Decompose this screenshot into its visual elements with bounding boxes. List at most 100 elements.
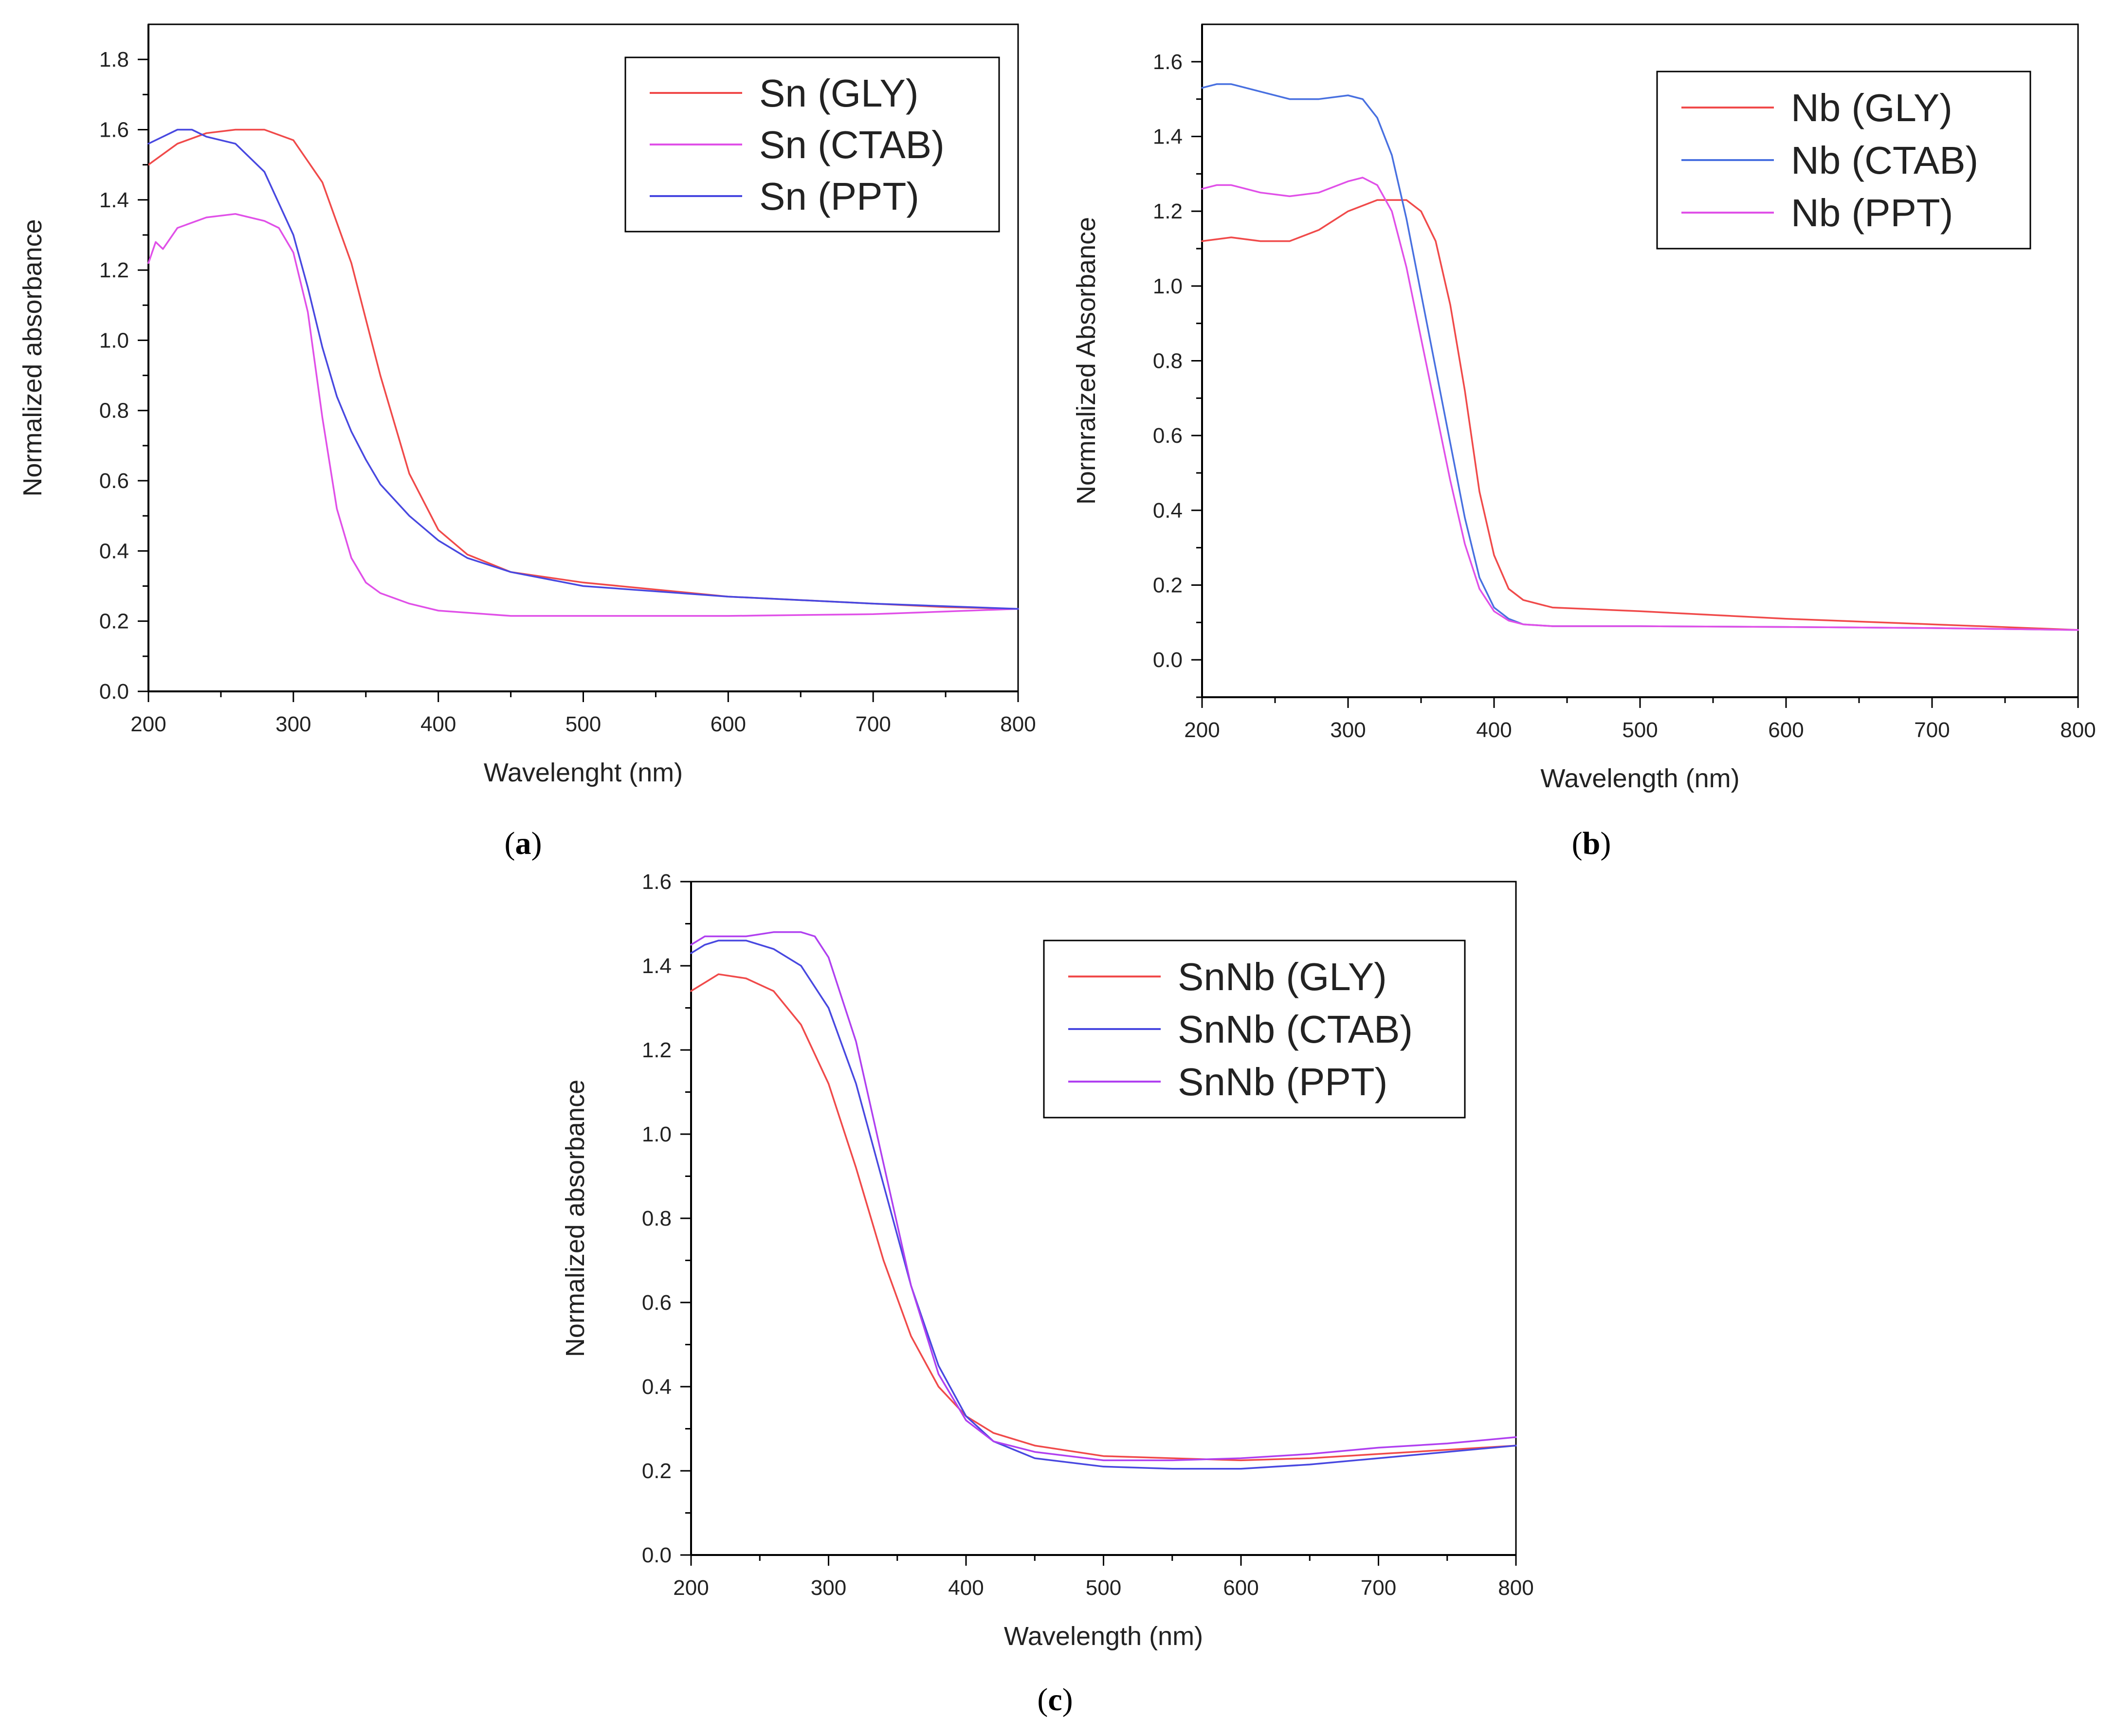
panel-b-x-tick-label: 200 — [1184, 718, 1220, 742]
panel-a-x-tick-label: 200 — [130, 712, 166, 736]
panel-b-y-tick-label: 1.0 — [1153, 274, 1183, 298]
panel-c-x-tick-label: 800 — [1498, 1576, 1533, 1600]
panel-a-y-tick-label: 0.0 — [99, 680, 129, 704]
panel-a-x-axis-title: Wavelenght (nm) — [484, 758, 683, 787]
panel-a-legend-label: Sn (PPT) — [759, 175, 919, 218]
panel-c-series-line-3 — [690, 931, 1517, 1462]
panel-b-legend: Nb (GLY) Nb (CTAB) Nb (PPT) — [1656, 71, 2031, 250]
panel-c-y-tick-label: 1.0 — [642, 1122, 672, 1146]
panel-c-label-letter: c — [1048, 1682, 1062, 1718]
panel-a-y-axis-title: Normalized absorbance — [18, 219, 47, 496]
panel-a-x-ticks: 200 300 400 500 600 700 800 — [130, 691, 1036, 736]
panel-a-x-tick-label: 700 — [855, 712, 891, 736]
panel-a-legend: Sn (GLY) Sn (CTAB) Sn (PPT) — [624, 56, 1000, 233]
panel-c-x-tick-label: 200 — [673, 1576, 709, 1600]
panel-c: 200 300 400 500 600 700 800 0.0 0.2 0.4 0.6 0.8 1.0… — [561, 870, 1534, 1718]
panel-a-label-open: ( — [505, 826, 515, 861]
panel-b-y-tick-label: 0.6 — [1153, 424, 1183, 448]
panel-a: 200 300 400 500 600 700 800 0.0 0.2 0.4 0.6 0.8 1.0… — [18, 23, 1036, 861]
panel-c-x-tick-label: 400 — [948, 1576, 984, 1600]
panel-c-x-tick-label: 700 — [1361, 1576, 1396, 1600]
panel-b-y-tick-label: 0.0 — [1153, 648, 1183, 672]
panel-b-x-tick-label: 800 — [2060, 718, 2096, 742]
panel-a-series-line-3 — [147, 128, 1019, 610]
panel-a-y-tick-label: 0.6 — [99, 469, 129, 493]
panel-b-y-tick-label: 1.2 — [1153, 199, 1183, 223]
panel-b-series-line-3 — [1201, 177, 2079, 631]
panel-b-x-ticks: 200 300 400 500 600 700 800 — [1184, 697, 2096, 742]
panel-c-y-tick-label: 1.4 — [642, 954, 672, 978]
panel-c-legend: SnNb (GLY) SnNb (CTAB) SnNb (PPT) — [1043, 940, 1466, 1119]
panel-b-legend-label: Nb (PPT) — [1791, 191, 1953, 235]
panel-c-series — [690, 931, 1517, 1470]
panel-c-x-tick-label: 500 — [1086, 1576, 1121, 1600]
panel-b-y-ticks: 0.0 0.2 0.4 0.6 0.8 1.0 1.2 1.4 1.6 — [1153, 50, 1202, 698]
panel-a-y-tick-label: 0.2 — [99, 610, 129, 633]
panel-b-legend-label: Nb (GLY) — [1791, 86, 1952, 129]
panel-b-y-tick-label: 0.2 — [1153, 574, 1183, 597]
panel-a-y-tick-label: 1.6 — [99, 118, 129, 142]
panel-b-label-open: ( — [1572, 826, 1583, 861]
panel-a-y-ticks: 0.0 0.2 0.4 0.6 0.8 1.0 1.2 1.4 1.6 1.8 — [99, 48, 148, 704]
panel-b-y-tick-label: 0.4 — [1153, 499, 1183, 523]
panel-c-x-tick-label: 600 — [1223, 1576, 1259, 1600]
panel-b-y-tick-label: 0.8 — [1153, 349, 1183, 373]
panel-c-label-close: ) — [1062, 1682, 1073, 1718]
panel-b-y-axis-title: Normralized Absorbance — [1072, 217, 1101, 505]
panel-a-label-close: ) — [531, 826, 542, 861]
panel-b-series — [1201, 83, 2079, 631]
panel-a-label-letter: a — [515, 826, 531, 861]
panel-c-y-tick-label: 0.0 — [642, 1543, 672, 1567]
panel-c-label: (c) — [1037, 1682, 1073, 1718]
panel-c-y-ticks: 0.0 0.2 0.4 0.6 0.8 1.0 1.2 1.4 1.6 — [642, 870, 691, 1567]
panel-b-y-tick-label: 1.6 — [1153, 50, 1183, 74]
panel-c-x-tick-label: 300 — [811, 1576, 846, 1600]
panel-a-y-tick-label: 1.0 — [99, 328, 129, 352]
panel-c-x-axis-title: Wavelength (nm) — [1004, 1622, 1203, 1651]
panel-b: 200 300 400 500 600 700 800 0.0 0.2 0.4 0.6 0.8 1.0… — [1072, 23, 2096, 861]
panel-a-x-tick-label: 300 — [275, 712, 311, 736]
panel-a-y-tick-label: 0.4 — [99, 539, 129, 563]
panel-b-x-tick-label: 600 — [1768, 718, 1804, 742]
panel-c-y-tick-label: 0.2 — [642, 1459, 672, 1483]
panel-c-legend-label: SnNb (CTAB) — [1178, 1008, 1413, 1051]
panel-a-y-tick-label: 1.4 — [99, 188, 129, 212]
panel-a-y-tick-label: 1.2 — [99, 258, 129, 282]
panel-c-x-ticks: 200 300 400 500 600 700 800 — [673, 1555, 1534, 1600]
panel-b-series-line-1 — [1201, 199, 2079, 631]
panel-c-y-tick-label: 0.6 — [642, 1291, 672, 1315]
panel-b-label-letter: b — [1583, 826, 1601, 861]
panel-c-legend-label: SnNb (PPT) — [1178, 1060, 1387, 1103]
panel-c-series-line-2 — [690, 940, 1517, 1470]
panel-b-x-tick-label: 300 — [1330, 718, 1366, 742]
panel-b-legend-label: Nb (CTAB) — [1791, 139, 1978, 182]
panel-c-series-line-1 — [690, 973, 1517, 1462]
panel-a-legend-label: Sn (CTAB) — [759, 123, 945, 166]
panel-b-label-close: ) — [1600, 826, 1611, 861]
panel-a-y-tick-label: 1.8 — [99, 48, 129, 72]
panel-a-series — [147, 128, 1019, 617]
panel-c-label-open: ( — [1037, 1682, 1048, 1718]
panel-b-x-tick-label: 500 — [1622, 718, 1658, 742]
panel-b-x-tick-label: 400 — [1476, 718, 1512, 742]
panel-b-label: (b) — [1572, 826, 1611, 861]
panel-c-y-tick-label: 0.8 — [642, 1207, 672, 1230]
panel-c-y-tick-label: 1.2 — [642, 1038, 672, 1062]
panel-b-x-axis-title: Wavelength (nm) — [1540, 764, 1739, 793]
panel-b-y-tick-label: 1.4 — [1153, 125, 1183, 149]
panel-a-label: (a) — [505, 826, 542, 861]
panel-c-y-tick-label: 0.4 — [642, 1375, 672, 1399]
panel-a-x-tick-label: 400 — [420, 712, 456, 736]
panel-a-x-tick-label: 800 — [1000, 712, 1036, 736]
panel-a-legend-label: Sn (GLY) — [759, 72, 919, 115]
panel-a-series-line-2 — [147, 213, 1019, 617]
panel-a-y-tick-label: 0.8 — [99, 399, 129, 423]
panel-c-y-tick-label: 1.6 — [642, 870, 672, 894]
panel-a-x-tick-label: 500 — [565, 712, 601, 736]
panel-a-x-tick-label: 600 — [711, 712, 746, 736]
panel-b-x-tick-label: 700 — [1914, 718, 1950, 742]
panel-c-legend-label: SnNb (GLY) — [1178, 955, 1387, 998]
panel-c-y-axis-title: Normalized absorbance — [561, 1080, 590, 1357]
